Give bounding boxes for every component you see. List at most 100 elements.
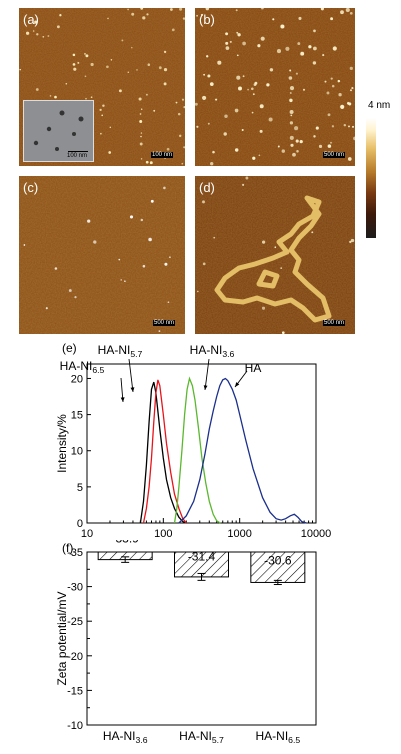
afm-particle	[343, 123, 347, 127]
y-tick-label-f: -35	[67, 547, 83, 559]
afm-particle	[102, 104, 105, 107]
afm-particle	[259, 129, 263, 133]
tem-particles	[33, 110, 84, 151]
afm-particle	[225, 32, 229, 36]
afm-particle	[201, 13, 203, 16]
afm-particle	[196, 125, 199, 128]
y-axis-label-f: Zeta potential/mV	[55, 591, 69, 685]
afm-particle	[252, 156, 256, 160]
afm-particle	[349, 11, 353, 15]
annotation-arrow-2	[204, 358, 210, 391]
afm-particle	[121, 39, 124, 42]
afm-particle	[347, 157, 352, 161]
afm-particle	[59, 14, 62, 17]
afm-particle	[238, 86, 242, 91]
afm-particle	[346, 101, 350, 105]
afm-particle	[85, 54, 89, 58]
afm-panel-d: (d) 500 nm	[195, 176, 355, 334]
y-tick-label-e: 10	[71, 446, 83, 458]
afm-particle	[258, 154, 261, 157]
afm-particle	[288, 76, 293, 80]
annotation-arrowhead-0	[120, 397, 125, 402]
scalebar-label-a: 100 nm	[151, 152, 174, 158]
afm-particle	[313, 29, 316, 33]
afm-particle	[85, 98, 87, 100]
y-tick-label-f: -20	[67, 651, 83, 663]
afm-particle	[235, 9, 238, 12]
afm-particle	[320, 8, 324, 11]
afm-particle	[259, 104, 264, 109]
afm-particle	[56, 25, 60, 29]
afm-particle	[131, 12, 135, 16]
panel-letter-c: (c)	[23, 180, 39, 195]
y-tick-label-e: 20	[71, 373, 83, 385]
afm-particle	[205, 8, 210, 11]
y-tick-label-e: 15	[71, 410, 83, 422]
afm-particle	[90, 96, 93, 99]
afm-particle	[158, 66, 162, 70]
afm-particle	[178, 134, 182, 138]
plot-frame-e	[86, 363, 317, 524]
afm-particle	[196, 14, 198, 17]
afm-particle	[167, 301, 170, 304]
afm-panel-b: (b) 500 nm	[195, 8, 355, 166]
panel-letter-a: (a)	[23, 12, 39, 27]
afm-particle	[140, 108, 143, 110]
afm-particle	[74, 295, 77, 299]
panel-letter-f: (f)	[62, 541, 73, 555]
afm-particle	[242, 75, 245, 78]
afm-particle	[166, 147, 170, 151]
afm-particle	[330, 141, 332, 144]
y-tick-label-f: -30	[67, 582, 83, 594]
afm-particle	[289, 98, 293, 103]
afm-particle	[326, 91, 330, 95]
afm-particle	[100, 132, 102, 135]
afm-particle	[139, 120, 143, 123]
afm-particle	[118, 258, 121, 261]
x-tick-label-e: 10000	[301, 528, 332, 540]
afm-particle	[215, 98, 218, 101]
afm-particle	[297, 42, 301, 46]
panel-letter-d: (d)	[199, 180, 215, 195]
afm-particle	[247, 88, 249, 91]
afm-particle	[242, 41, 246, 46]
afm-particle	[229, 40, 232, 43]
afm-particle	[145, 160, 149, 164]
afm-particle	[19, 68, 21, 71]
afm-particle	[289, 135, 294, 140]
afm-particle	[331, 125, 335, 128]
chart-e: (e) 0 5 10 15 20 10 100 1000 10000 Diameter/nm Inte…	[55, 341, 332, 540]
afm-particle	[90, 62, 94, 67]
afm-particle	[196, 290, 199, 293]
afm-particle	[295, 72, 298, 75]
afm-particle	[149, 161, 153, 165]
afm-particle	[241, 128, 244, 132]
afm-particle	[93, 240, 97, 244]
afm-particle	[330, 77, 333, 80]
y-tick-label-f: -10	[67, 720, 83, 732]
afm-particle	[49, 95, 52, 97]
afm-particle	[350, 238, 355, 243]
y-tick-label-e: 0	[77, 518, 83, 530]
afm-particle	[330, 17, 334, 21]
annotation-arrowhead-2	[203, 385, 208, 390]
afm-particle	[277, 145, 280, 148]
afm-particle	[349, 89, 353, 92]
afm-particle	[145, 93, 148, 96]
afm-particle	[312, 61, 317, 65]
afm-particle	[289, 121, 294, 125]
afm-particle	[223, 132, 227, 136]
afm-particle	[127, 8, 129, 11]
afm-particle	[163, 50, 167, 54]
afm-particle	[36, 33, 39, 36]
afm-image-b	[195, 8, 355, 166]
afm-particle	[225, 46, 230, 50]
afm-particle	[65, 83, 68, 85]
afm-particle	[313, 135, 316, 138]
afm-particle	[281, 149, 286, 153]
afm-particle	[140, 158, 143, 160]
afm-particle	[72, 63, 76, 66]
afm-particle	[45, 307, 48, 310]
afm-particle	[253, 83, 257, 86]
afm-particle	[349, 66, 353, 71]
